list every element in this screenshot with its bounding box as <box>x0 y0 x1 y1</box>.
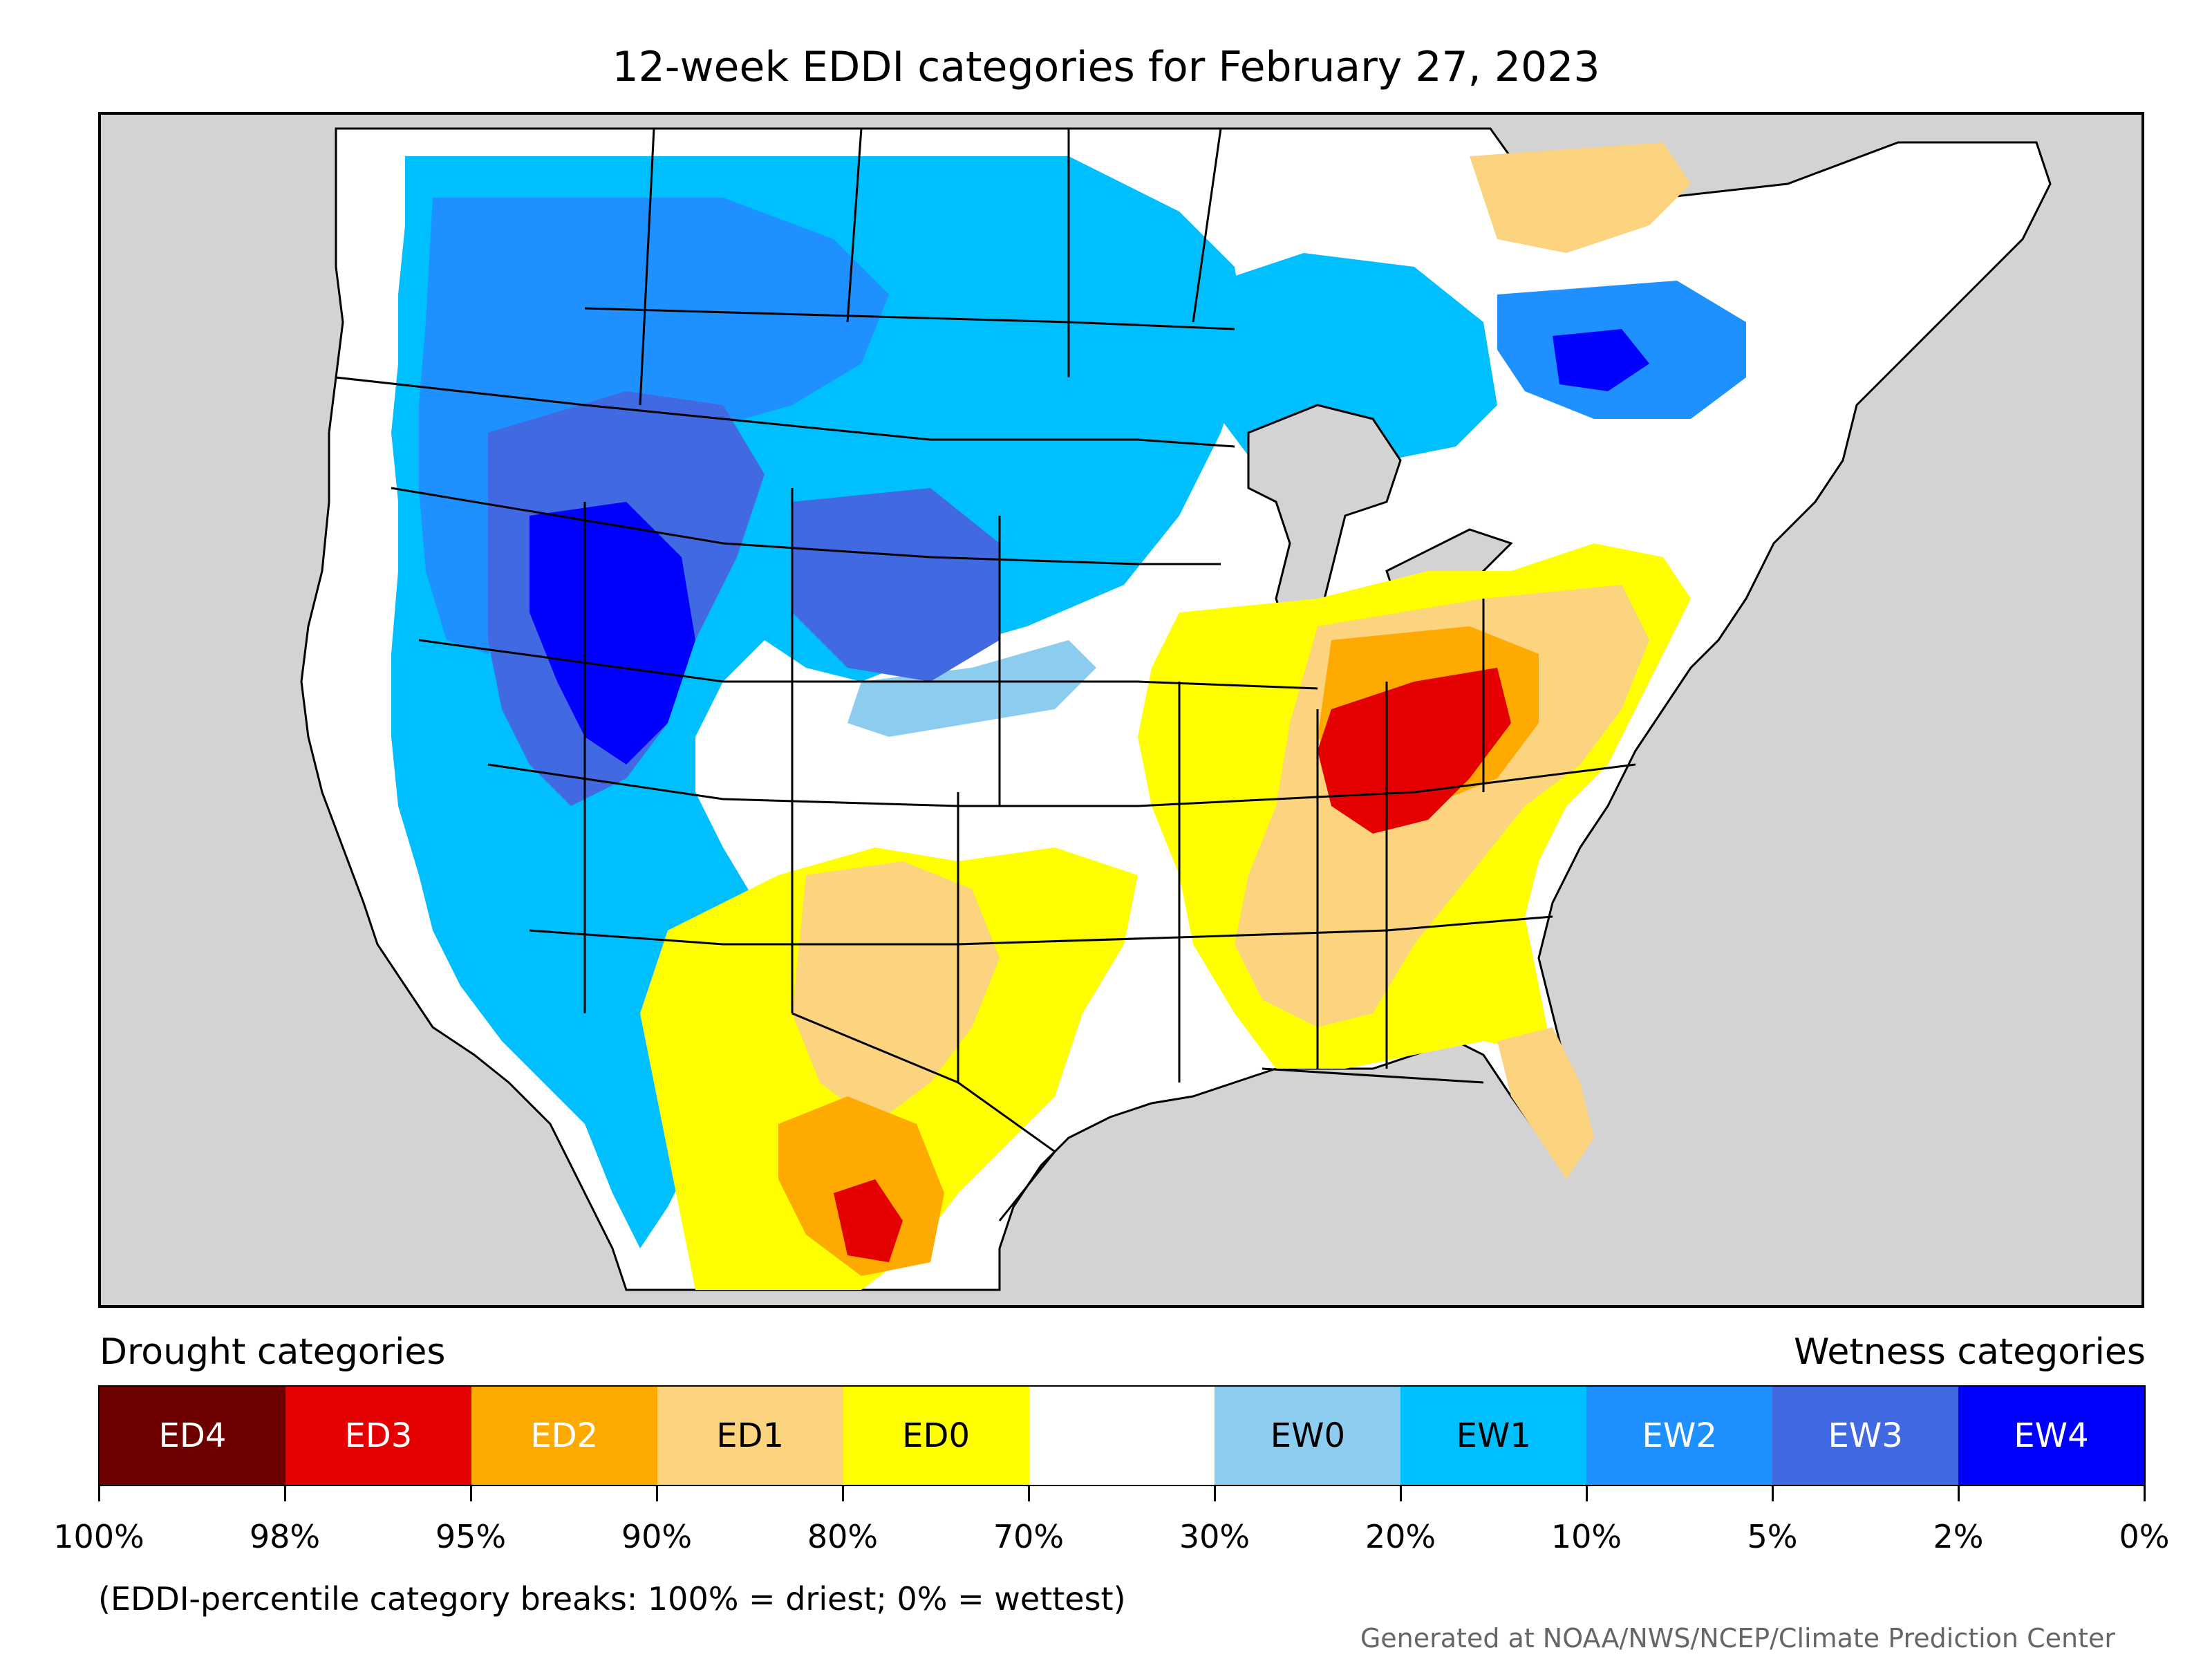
colorbar-tick <box>284 1486 286 1501</box>
drought-region-ed1-quebec <box>1470 142 1691 253</box>
colorbar-cell-ed4: ED4 <box>100 1387 285 1485</box>
colorbar-tick <box>1586 1486 1588 1501</box>
eddi-map <box>98 112 2144 1308</box>
colorbar-tick-label: 0% <box>2119 1518 2170 1555</box>
state-boundaries <box>335 128 1636 1221</box>
wet-region-ew3-plains <box>792 488 1000 682</box>
map-title: 12-week EDDI categories for February 27,… <box>612 43 1600 91</box>
colorbar-cell-ed1: ED1 <box>657 1387 843 1485</box>
colorbar: ED4 ED3 ED2 ED1 ED0 EW0 EW1 EW2 EW3 EW4 <box>98 1385 2146 1486</box>
drought-region-ed1-texas <box>792 861 1000 1124</box>
colorbar-tick-label: 70% <box>993 1518 1065 1555</box>
colorbar-ticks <box>98 1486 2146 1503</box>
colorbar-cell-ew3: EW3 <box>1772 1387 1959 1485</box>
colorbar-tick <box>842 1486 844 1501</box>
colorbar-tick-label: 2% <box>1933 1518 1984 1555</box>
map-canvas <box>300 127 2052 1291</box>
colorbar-tick <box>1958 1486 1960 1501</box>
wetness-categories-heading: Wetness categories <box>1794 1331 2146 1373</box>
drought-region-ed3-texas <box>834 1179 903 1262</box>
colorbar-tick <box>1400 1486 1402 1501</box>
colorbar-cell-ed3: ED3 <box>285 1387 471 1485</box>
wet-region-ew4 <box>529 502 695 765</box>
colorbar-tick-label: 98% <box>249 1518 321 1555</box>
colorbar-tick-label: 80% <box>807 1518 879 1555</box>
colorbar-cell-ed0: ED0 <box>843 1387 1029 1485</box>
drought-region-ed3 <box>1318 668 1511 834</box>
colorbar-cell-ew0: EW0 <box>1215 1387 1401 1485</box>
colorbar-cell-ew4: EW4 <box>1958 1387 2144 1485</box>
colorbar-cell-ed2: ED2 <box>471 1387 657 1485</box>
colorbar-tick <box>98 1486 100 1501</box>
colorbar-tick <box>1214 1486 1216 1501</box>
colorbar-tick-label: 100% <box>53 1518 144 1555</box>
colorbar-tick <box>1028 1486 1030 1501</box>
colorbar-tick-label: 10% <box>1550 1518 1622 1555</box>
colorbar-tick <box>1772 1486 1774 1501</box>
colorbar-tick <box>656 1486 658 1501</box>
colorbar-tick-label: 5% <box>1747 1518 1798 1555</box>
colorbar-cell-ew2: EW2 <box>1586 1387 1773 1485</box>
colorbar-tick <box>2144 1486 2146 1501</box>
colorbar-tick-label: 20% <box>1365 1518 1436 1555</box>
colorbar-cell-ew1: EW1 <box>1400 1387 1587 1485</box>
percentile-note: (EDDI-percentile category breaks: 100% =… <box>98 1580 1126 1618</box>
colorbar-tick <box>470 1486 472 1501</box>
colorbar-tick-label: 30% <box>1179 1518 1250 1555</box>
wet-region-quebec-core <box>1553 329 1649 391</box>
colorbar-tick-label: 95% <box>435 1518 507 1555</box>
credit-line: Generated at NOAA/NWS/NCEP/Climate Predi… <box>1360 1623 2115 1653</box>
colorbar-cell-neutral <box>1029 1387 1215 1485</box>
drought-categories-heading: Drought categories <box>100 1331 446 1373</box>
drought-region-ed2-florida <box>1497 1027 1594 1179</box>
colorbar-tick-label: 90% <box>621 1518 693 1555</box>
wet-region-ew0 <box>847 640 1096 737</box>
